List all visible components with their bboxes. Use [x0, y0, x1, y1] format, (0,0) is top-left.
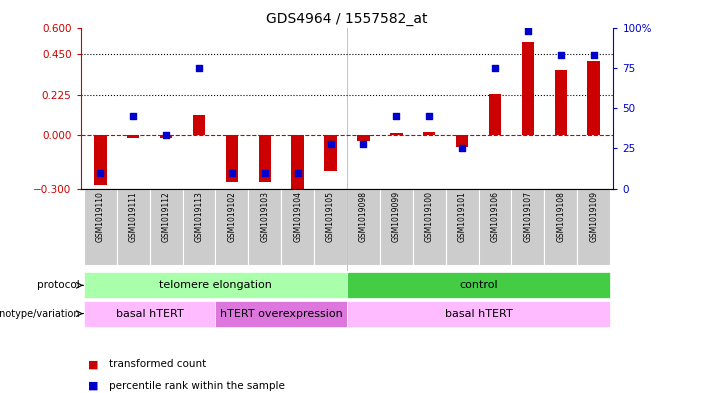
Bar: [226, 135, 238, 182]
Text: control: control: [459, 280, 498, 290]
Bar: [347, 301, 610, 327]
Bar: [413, 189, 446, 264]
Point: [390, 113, 402, 119]
Point: [325, 140, 336, 147]
Bar: [479, 189, 512, 264]
Text: transformed count: transformed count: [109, 359, 206, 369]
Bar: [522, 42, 534, 135]
Text: GSM1019103: GSM1019103: [260, 191, 269, 242]
Text: GSM1019099: GSM1019099: [392, 191, 401, 242]
Text: GSM1019111: GSM1019111: [129, 191, 137, 242]
Bar: [314, 189, 347, 264]
Point: [95, 169, 106, 176]
Bar: [215, 301, 347, 327]
Point: [128, 113, 139, 119]
Point: [226, 169, 238, 176]
Bar: [587, 61, 600, 135]
Bar: [84, 301, 215, 327]
Text: GSM1019109: GSM1019109: [589, 191, 598, 242]
Bar: [259, 135, 271, 182]
Bar: [193, 115, 205, 135]
Point: [555, 52, 566, 58]
Bar: [347, 272, 610, 298]
Bar: [358, 135, 369, 141]
Text: GSM1019106: GSM1019106: [491, 191, 500, 242]
Bar: [544, 189, 577, 264]
Text: hTERT overexpression: hTERT overexpression: [220, 309, 343, 319]
Point: [588, 52, 599, 58]
Point: [423, 113, 435, 119]
Text: GSM1019105: GSM1019105: [326, 191, 335, 242]
Bar: [117, 189, 150, 264]
Bar: [127, 135, 139, 138]
Bar: [84, 189, 117, 264]
Point: [489, 64, 501, 71]
Bar: [577, 189, 610, 264]
Bar: [347, 189, 380, 264]
Point: [292, 169, 304, 176]
Point: [522, 28, 533, 34]
Text: genotype/variation: genotype/variation: [0, 309, 80, 319]
Point: [161, 132, 172, 139]
Text: telomere elongation: telomere elongation: [159, 280, 272, 290]
Bar: [94, 135, 107, 185]
Bar: [325, 135, 336, 171]
Text: GSM1019104: GSM1019104: [293, 191, 302, 242]
Text: GSM1019102: GSM1019102: [227, 191, 236, 242]
Text: GSM1019107: GSM1019107: [524, 191, 532, 242]
Bar: [292, 135, 304, 189]
Text: GSM1019113: GSM1019113: [194, 191, 203, 242]
Point: [193, 64, 205, 71]
Bar: [182, 189, 215, 264]
Text: percentile rank within the sample: percentile rank within the sample: [109, 381, 285, 391]
Bar: [248, 189, 281, 264]
Bar: [380, 189, 413, 264]
Bar: [423, 132, 435, 135]
Text: basal hTERT: basal hTERT: [116, 309, 184, 319]
Bar: [456, 135, 468, 147]
Text: protocol: protocol: [37, 280, 80, 290]
Text: GSM1019100: GSM1019100: [425, 191, 434, 242]
Bar: [446, 189, 479, 264]
Text: ■: ■: [88, 381, 98, 391]
Bar: [554, 70, 567, 135]
Point: [358, 140, 369, 147]
Text: GSM1019098: GSM1019098: [359, 191, 368, 242]
Text: GSM1019112: GSM1019112: [162, 191, 170, 242]
Text: GSM1019110: GSM1019110: [96, 191, 105, 242]
Bar: [390, 133, 402, 135]
Title: GDS4964 / 1557582_at: GDS4964 / 1557582_at: [266, 13, 428, 26]
Bar: [489, 94, 501, 135]
Text: basal hTERT: basal hTERT: [444, 309, 512, 319]
Text: ■: ■: [88, 359, 98, 369]
Bar: [84, 272, 347, 298]
Text: GSM1019101: GSM1019101: [458, 191, 467, 242]
Bar: [281, 189, 314, 264]
Bar: [150, 189, 182, 264]
Text: GSM1019108: GSM1019108: [557, 191, 565, 242]
Point: [259, 169, 271, 176]
Bar: [512, 189, 544, 264]
Point: [456, 145, 468, 151]
Bar: [160, 135, 172, 138]
Bar: [215, 189, 248, 264]
